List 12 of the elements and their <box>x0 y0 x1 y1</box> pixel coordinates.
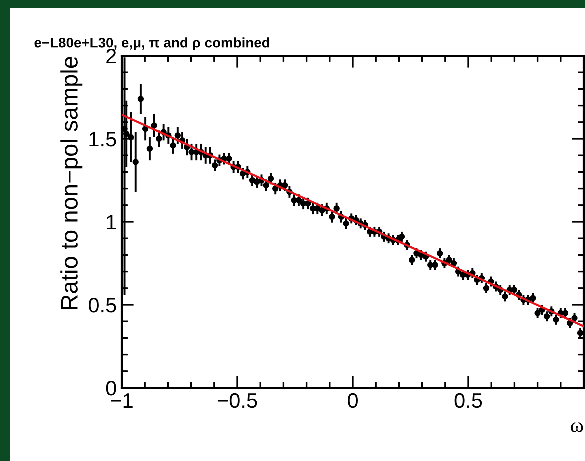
y-tick-label: 0.5 <box>88 298 116 313</box>
x-tick-label: 0.5 <box>454 393 482 408</box>
chart-title: e−L80e+L30, e,μ, π and ρ combined <box>34 38 270 51</box>
x-tick-label: 0 <box>348 393 358 408</box>
y-tick-label: 1.5 <box>90 132 116 147</box>
x-axis-title: ω <box>571 422 584 432</box>
x-tick-label: −1 <box>111 394 133 408</box>
y-tick-label: 0 <box>106 381 116 396</box>
y-tick-label: 2 <box>106 49 116 64</box>
y-axis-title: Ratio to non−pol sample <box>60 57 83 310</box>
y-tick-label: 1 <box>107 215 116 230</box>
x-tick-label: −0.5 <box>218 393 258 408</box>
